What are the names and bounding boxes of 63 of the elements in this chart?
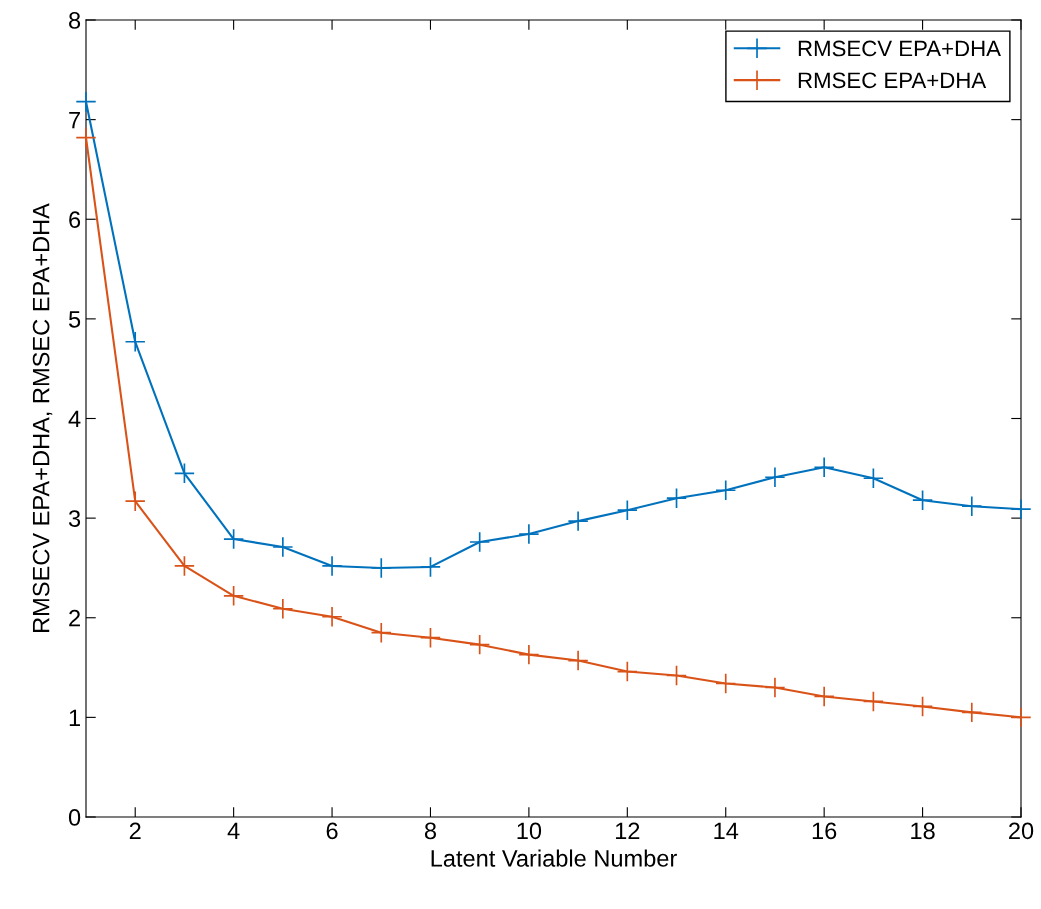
y-tick-label: 8 bbox=[69, 12, 81, 29]
point bbox=[370, 557, 392, 579]
point bbox=[124, 490, 146, 512]
point bbox=[272, 536, 294, 558]
point bbox=[173, 462, 195, 484]
legend-label: RMSEC EPA+DHA bbox=[798, 72, 987, 89]
y-tick-label: 4 bbox=[68, 410, 81, 428]
point bbox=[764, 676, 786, 699]
point bbox=[616, 660, 638, 683]
point bbox=[272, 598, 294, 620]
point bbox=[469, 634, 491, 656]
x-tick-label: 14 bbox=[714, 822, 739, 839]
y-tick-label: 3 bbox=[68, 510, 81, 527]
x-tick-label: 4 bbox=[227, 822, 240, 839]
point bbox=[912, 695, 934, 717]
point bbox=[75, 91, 97, 113]
y-tick-label: 2 bbox=[69, 609, 80, 627]
point bbox=[862, 467, 884, 489]
point bbox=[715, 479, 737, 501]
point bbox=[518, 523, 540, 545]
legend-label: RMSECV EPA+DHA bbox=[798, 40, 1001, 57]
point bbox=[813, 685, 835, 708]
x-tick-label: 12 bbox=[615, 822, 640, 839]
point bbox=[1010, 706, 1032, 728]
point bbox=[912, 489, 934, 511]
x-tick-label: 10 bbox=[517, 822, 542, 840]
point bbox=[567, 650, 589, 672]
point bbox=[518, 644, 540, 666]
y-tick-label: 1 bbox=[69, 709, 80, 726]
point bbox=[321, 555, 343, 577]
point bbox=[469, 531, 491, 553]
point bbox=[321, 606, 343, 628]
point bbox=[616, 499, 638, 521]
point bbox=[419, 556, 442, 578]
y-tick-label: 0 bbox=[68, 809, 81, 826]
point bbox=[1010, 498, 1032, 520]
x-tick-label: 16 bbox=[812, 822, 837, 840]
point bbox=[173, 555, 195, 577]
point bbox=[715, 672, 737, 695]
point bbox=[75, 127, 97, 149]
point bbox=[961, 495, 983, 517]
x-tick-label: 20 bbox=[1009, 822, 1034, 840]
point bbox=[223, 528, 245, 550]
x-tick-label: 6 bbox=[326, 822, 338, 840]
x-tick-label: 2 bbox=[129, 822, 141, 839]
point bbox=[419, 627, 442, 649]
y-tick-label: 7 bbox=[69, 111, 80, 129]
point bbox=[567, 510, 589, 532]
point bbox=[223, 585, 245, 607]
x-axis-title: Latent Variable Number bbox=[431, 849, 677, 867]
point bbox=[813, 456, 835, 478]
x-tick-label: 8 bbox=[424, 822, 437, 840]
point bbox=[665, 664, 688, 687]
point bbox=[370, 622, 392, 644]
y-axis-title: RMSECV EPA+DHA, RMSEC EPA+DHA bbox=[32, 203, 53, 632]
x-tick-label: 18 bbox=[911, 822, 935, 840]
point bbox=[764, 466, 786, 488]
point bbox=[961, 701, 983, 723]
point bbox=[665, 487, 688, 509]
y-tick-label: 5 bbox=[68, 311, 81, 328]
y-tick-label: 6 bbox=[69, 211, 81, 229]
point bbox=[124, 331, 146, 353]
point bbox=[862, 690, 884, 712]
